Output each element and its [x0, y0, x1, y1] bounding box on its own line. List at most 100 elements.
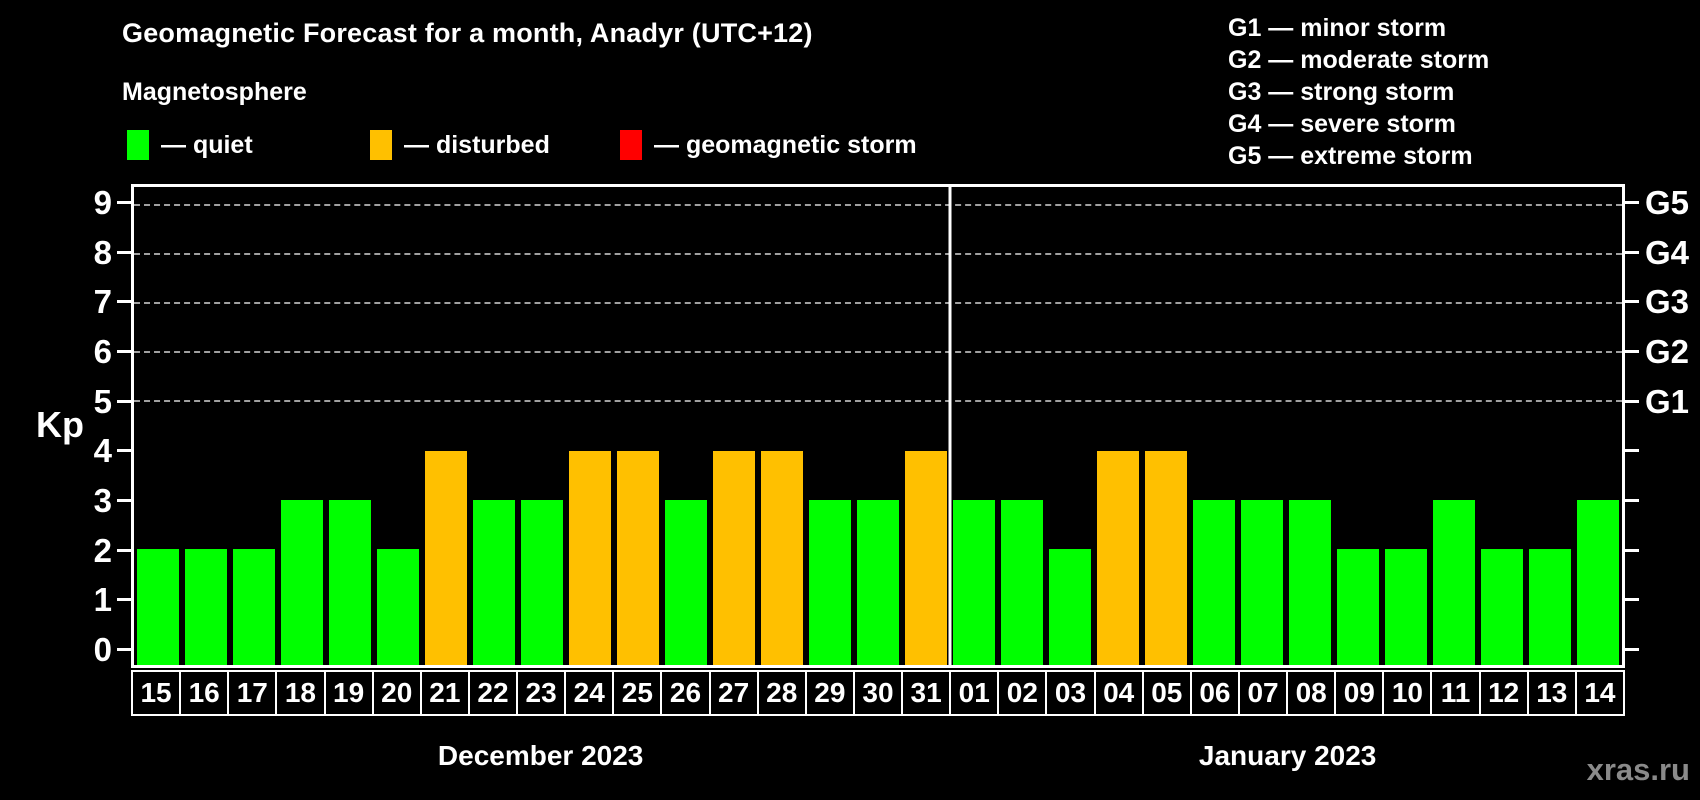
y-tick-label-7: 7 — [93, 283, 112, 321]
bar-slot-10 — [1382, 187, 1430, 665]
kp-bar-05 — [1145, 451, 1187, 665]
right-tick-7 — [1625, 300, 1639, 304]
bar-slot-28 — [758, 187, 806, 665]
g-label-G3: G3 — [1645, 283, 1690, 321]
date-cell-08: 08 — [1288, 670, 1337, 716]
legend-label-quiet: — quiet — [161, 130, 253, 159]
bar-slot-09 — [1334, 187, 1382, 665]
bar-slot-24 — [566, 187, 614, 665]
bar-slot-15 — [134, 187, 182, 665]
bar-slot-11 — [1430, 187, 1478, 665]
date-cell-24: 24 — [566, 670, 615, 716]
kp-bar-19 — [329, 500, 371, 665]
kp-bar-02 — [1001, 500, 1043, 665]
gridline-kp-5 — [134, 399, 1622, 402]
g-legend-line-5: G5 — extreme storm — [1228, 142, 1473, 170]
bar-slot-13 — [1526, 187, 1574, 665]
bar-slot-03 — [1046, 187, 1094, 665]
date-cell-02: 02 — [999, 670, 1048, 716]
kp-bar-22 — [473, 500, 515, 665]
kp-bar-26 — [665, 500, 707, 665]
y-tick-9 — [117, 200, 131, 204]
bar-slot-14 — [1574, 187, 1622, 665]
gridline-kp-9 — [134, 203, 1622, 206]
kp-bar-31 — [905, 451, 947, 665]
kp-bar-07 — [1241, 500, 1283, 665]
kp-bar-23 — [521, 500, 563, 665]
y-tick-5 — [117, 399, 131, 403]
date-cell-22: 22 — [469, 670, 519, 716]
y-tick-label-2: 2 — [93, 531, 112, 569]
month-separator — [948, 187, 952, 665]
date-cell-28: 28 — [758, 670, 807, 716]
kp-bar-16 — [185, 549, 227, 665]
bar-slot-31 — [902, 187, 950, 665]
bar-slot-16 — [182, 187, 230, 665]
storm-swatch-icon — [620, 130, 642, 160]
bar-slot-08 — [1286, 187, 1334, 665]
kp-bar-01 — [953, 500, 995, 665]
bar-slot-20 — [374, 187, 422, 665]
g-legend-line-2: G2 — moderate storm — [1228, 46, 1490, 74]
date-cell-15: 15 — [133, 670, 182, 716]
date-cell-06: 06 — [1191, 670, 1240, 716]
date-cell-11: 11 — [1432, 670, 1481, 716]
month-label-december: December 2023 — [437, 740, 644, 771]
legend-label-disturbed: — disturbed — [404, 130, 550, 159]
date-cell-23: 23 — [518, 670, 567, 716]
y-tick-6 — [117, 349, 131, 353]
kp-bar-28 — [760, 451, 803, 665]
date-cell-30: 30 — [854, 670, 904, 716]
bar-slot-21 — [422, 187, 470, 665]
bar-slot-17 — [230, 187, 278, 665]
kp-bar-04 — [1097, 451, 1139, 665]
kp-bar-14 — [1577, 500, 1619, 665]
bar-slot-12 — [1478, 187, 1526, 665]
date-cell-25: 25 — [614, 670, 663, 716]
date-cell-05: 05 — [1143, 670, 1192, 716]
right-tick-1 — [1625, 598, 1639, 602]
g-legend-line-4: G4 — severe storm — [1228, 110, 1456, 138]
disturbed-swatch-icon — [370, 130, 392, 160]
date-cell-20: 20 — [373, 670, 422, 716]
bar-slot-26 — [662, 187, 710, 665]
gridline-kp-7 — [134, 301, 1622, 304]
date-cell-13: 13 — [1528, 670, 1577, 716]
y-tick-0 — [117, 648, 131, 652]
bar-slot-04 — [1094, 187, 1142, 665]
kp-bar-10 — [1384, 549, 1427, 665]
bar-slot-25 — [614, 187, 662, 665]
bar-slot-30 — [854, 187, 902, 665]
bar-slot-01 — [950, 187, 998, 665]
gridline-kp-8 — [134, 252, 1622, 255]
kp-bar-11 — [1432, 500, 1475, 665]
y-tick-label-5: 5 — [93, 382, 112, 420]
date-cell-19: 19 — [325, 670, 374, 716]
date-cell-14: 14 — [1576, 670, 1625, 716]
y-tick-label-3: 3 — [93, 482, 112, 520]
date-cell-07: 07 — [1239, 670, 1289, 716]
gridline-kp-6 — [134, 350, 1622, 353]
date-cell-17: 17 — [229, 670, 278, 716]
date-cell-04: 04 — [1095, 670, 1144, 716]
right-tick-9 — [1625, 200, 1639, 204]
right-tick-2 — [1625, 548, 1639, 552]
bar-slot-27 — [710, 187, 758, 665]
date-cell-27: 27 — [710, 670, 759, 716]
y-tick-label-8: 8 — [93, 233, 112, 271]
bar-slot-22 — [470, 187, 518, 665]
bar-slot-05 — [1142, 187, 1190, 665]
g-legend-line-3: G3 — strong storm — [1228, 78, 1455, 106]
kp-bar-21 — [425, 451, 467, 665]
y-tick-2 — [117, 548, 131, 552]
date-cell-10: 10 — [1384, 670, 1433, 716]
bar-slot-06 — [1190, 187, 1238, 665]
right-tick-6 — [1625, 349, 1639, 353]
g-axis-labels: G1 G2 G3 G4 G5 — [1645, 184, 1700, 668]
y-tick-label-1: 1 — [93, 581, 112, 619]
y-tick-8 — [117, 250, 131, 254]
y-tick-label-6: 6 — [93, 332, 112, 370]
g-legend-line-1: G1 — minor storm — [1228, 14, 1447, 42]
kp-bar-18 — [281, 500, 323, 665]
